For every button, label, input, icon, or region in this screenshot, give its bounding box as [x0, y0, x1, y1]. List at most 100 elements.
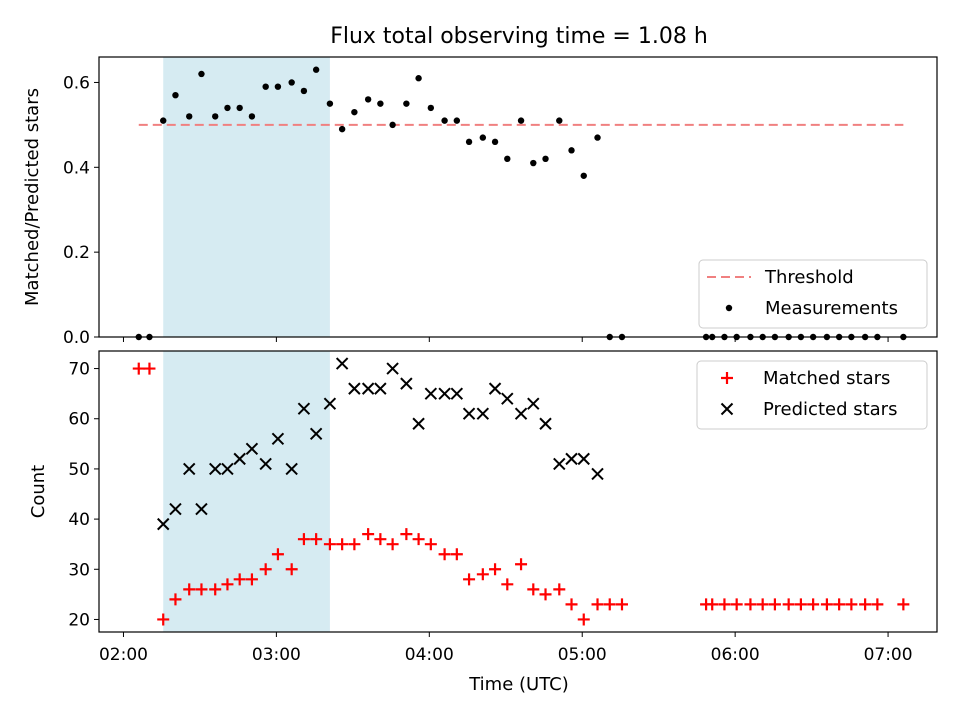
bottom-y-tick-label: 20 — [68, 610, 90, 630]
predicted-star-point — [577, 452, 590, 466]
predicted-star-point — [221, 462, 234, 476]
matched-star-point — [539, 588, 552, 601]
matched-star-point — [501, 578, 514, 591]
observing-window-shade — [163, 351, 330, 632]
matched-star-point — [897, 598, 910, 611]
predicted-star-point — [527, 397, 540, 410]
measurement-point — [453, 117, 461, 124]
predicted-star-point — [157, 517, 170, 531]
predicted-star-point — [374, 382, 387, 395]
measurement-point — [212, 113, 219, 120]
top-y-ticks: 0.0 0.2 0.4 0.6 — [63, 73, 99, 348]
matched-star-point — [845, 598, 858, 611]
predicted-star-point — [514, 407, 528, 420]
bottom-y-axis-label: Count — [28, 465, 49, 518]
predicted-star-point — [209, 462, 222, 476]
matched-star-point — [603, 598, 616, 611]
predicted-star-point — [323, 397, 337, 410]
x-tick-label: 02:00 — [99, 645, 148, 665]
legend-matched-label: Matched stars — [763, 368, 890, 389]
matched-star-point — [183, 583, 196, 596]
matched-star-point — [297, 533, 310, 546]
predicted-star-point — [245, 442, 259, 456]
matched-star-point — [374, 533, 387, 546]
top-legend-box — [698, 259, 928, 329]
measurement-point — [172, 91, 179, 99]
measurement-point — [236, 104, 243, 112]
predicted-star-point — [361, 382, 375, 395]
measurement-point — [160, 117, 167, 124]
measurement-point — [479, 134, 487, 141]
predicted-star-point — [195, 502, 208, 516]
measurement-point — [288, 79, 295, 86]
matched-star-point — [245, 573, 258, 586]
matched-star-point — [157, 613, 170, 626]
matched-star-point — [756, 598, 769, 611]
predicted-star-point — [438, 387, 451, 400]
bottom-legend-box — [696, 360, 928, 430]
matched-star-point — [833, 598, 846, 611]
matched-stars-series — [132, 362, 910, 626]
legend-threshold-label: Threshold — [764, 267, 854, 288]
predicted-star-point — [386, 362, 399, 375]
bottom-y-ticks: 20 30 40 50 60 70 — [68, 360, 99, 630]
matched-star-point — [400, 528, 413, 541]
x-tick-label: 06:00 — [711, 645, 760, 665]
matched-star-point — [233, 573, 246, 586]
predicted-star-point — [412, 417, 425, 430]
matched-star-point — [859, 598, 872, 611]
matched-star-point — [424, 538, 437, 551]
matched-star-point — [195, 583, 208, 596]
top-y-axis-label: Matched/Predicted stars — [22, 88, 43, 306]
top-y-tick-label: 0.0 — [63, 328, 90, 348]
measurement-point — [262, 83, 269, 90]
matched-star-point — [386, 538, 399, 551]
x-tick-label: 07:00 — [864, 645, 913, 665]
predicted-star-point — [309, 427, 323, 441]
measurement-point — [300, 87, 308, 95]
measurement-point — [465, 138, 473, 146]
matched-star-point — [259, 563, 272, 576]
top-subplot: 0.0 0.2 0.4 0.6 Matched/Predicted stars Thr… — [22, 56, 938, 348]
measurement-point — [364, 96, 372, 103]
predicted-star-point — [553, 457, 566, 471]
legend-predicted-label: Predicted stars — [763, 399, 897, 420]
matched-star-point — [553, 583, 566, 596]
predicted-star-point — [488, 382, 502, 395]
matched-star-point — [143, 362, 156, 375]
matched-star-point — [782, 598, 795, 611]
matched-star-point — [871, 598, 884, 611]
matched-star-point — [348, 538, 361, 551]
matched-star-point — [565, 598, 578, 611]
bottom-axes-frame — [98, 350, 938, 633]
matched-star-point — [323, 538, 336, 551]
bottom-y-tick-label: 40 — [68, 510, 90, 530]
x-tick-label: 03:00 — [252, 645, 301, 665]
matched-star-point — [744, 598, 757, 611]
measurement-point — [542, 155, 549, 163]
top-y-tick-label: 0.6 — [63, 73, 90, 93]
matched-star-point — [591, 598, 604, 611]
legend-measurements-swatch — [725, 304, 733, 312]
predicted-star-point — [501, 392, 514, 405]
measurement-point — [351, 108, 358, 116]
predicted-star-point — [591, 467, 604, 481]
matched-star-point — [209, 583, 222, 596]
predicted-star-point — [539, 417, 552, 430]
measurement-point — [377, 100, 384, 107]
matched-star-point — [794, 598, 807, 611]
top-x-tick-marks — [122, 337, 889, 342]
measurement-point — [491, 138, 499, 146]
matched-star-point — [310, 533, 323, 546]
measurement-point — [517, 117, 525, 124]
measurement-point — [504, 155, 511, 163]
x-tick-label: 04:00 — [405, 645, 454, 665]
predicted-star-point — [348, 382, 361, 395]
bottom-y-tick-label: 30 — [68, 560, 90, 580]
predicted-star-point — [169, 502, 182, 516]
x-axis-label: Time (UTC) — [468, 674, 569, 695]
predicted-star-point — [183, 462, 196, 476]
bottom-subplot: 20 30 40 50 60 70 02:00 03:00 04:00 05:00 06:00 07… — [28, 350, 938, 695]
